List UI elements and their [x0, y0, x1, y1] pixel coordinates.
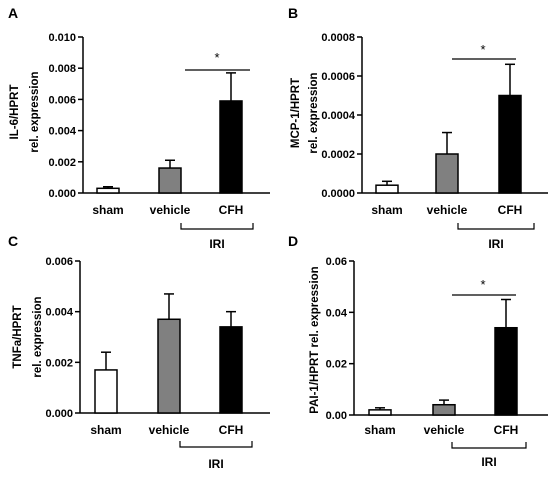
bar-sham [368, 409, 392, 416]
y-tick-label: 0.004 [48, 126, 76, 138]
category-label: sham [364, 423, 395, 437]
category-label: sham [371, 203, 402, 217]
y-tick-label: 0.010 [48, 32, 76, 44]
y-tick-label: 0.000 [45, 408, 73, 420]
category-label: CFH [219, 203, 244, 217]
y-tick-label: 0.0004 [321, 110, 356, 122]
group-label: IRI [481, 455, 496, 469]
group-label: IRI [488, 237, 503, 251]
y-tick-label: 0.0006 [321, 71, 355, 83]
category-label: sham [90, 423, 121, 437]
y-tick-label: 0.0008 [321, 32, 355, 44]
y-tick-label: 0.004 [45, 307, 73, 319]
panel-a: A 0.000 0.002 0.004 0.006 0.008 0.010 IL-6/HPRT… [8, 5, 270, 251]
panel-letter: C [8, 233, 18, 249]
y-axis-label: rel. expression [29, 71, 41, 152]
y-tick-label: 0.0000 [321, 188, 355, 200]
panel-c: C 0.000 0.002 0.004 0.006 TNFa/HPRT rel. expre… [8, 233, 270, 471]
category-label: vehicle [427, 203, 468, 217]
panel-b: B 0.0000 0.0002 0.0004 0.0006 0.0008 MCP-1/HPR… [288, 5, 548, 251]
y-tick-label: 0.002 [45, 357, 73, 369]
y-tick-label: 0.00 [326, 410, 347, 422]
group-bracket [179, 441, 253, 448]
category-label: CFH [498, 203, 523, 217]
y-axis-label: MCP-1/HPRT [290, 78, 302, 148]
category-label: vehicle [424, 423, 465, 437]
panel-letter: B [288, 5, 298, 21]
bar-vehicle [157, 318, 181, 414]
y-tick-label: 0.006 [45, 256, 73, 268]
y-axis-label: rel. expression [32, 296, 44, 377]
y-tick-label: 0.02 [326, 359, 347, 371]
significance-marker: * [214, 50, 219, 65]
y-axis-label: TNFa/HPRT [12, 305, 24, 368]
category-label: vehicle [150, 203, 191, 217]
category-label: CFH [219, 423, 244, 437]
bar-CFH [498, 94, 522, 194]
panel-letter: A [8, 5, 18, 21]
y-tick-label: 0.0002 [321, 149, 355, 161]
y-axis-label: IL-6/HPRT [9, 85, 21, 140]
group-label: IRI [208, 457, 223, 471]
bar-vehicle [158, 167, 182, 194]
bar-CFH [219, 326, 243, 414]
panel-letter: D [288, 233, 298, 249]
y-tick-label: 0.002 [48, 157, 76, 169]
category-label: sham [92, 203, 123, 217]
category-label: CFH [494, 423, 519, 437]
bar-vehicle [432, 403, 456, 416]
bar-vehicle [435, 153, 459, 194]
bar-sham [375, 184, 399, 194]
y-tick-label: 0.04 [326, 307, 348, 319]
y-axis-label: PAI-1/HPRT rel. expression [309, 266, 321, 413]
bar-CFH [494, 326, 518, 416]
bar-CFH [219, 100, 243, 194]
significance-marker: * [480, 277, 485, 292]
panel-d: D 0.00 0.02 0.04 0.06 PAI-1/HPRT rel. express… [288, 233, 548, 469]
y-tick-label: 0.006 [48, 94, 76, 106]
group-bracket [451, 442, 527, 449]
group-bracket [180, 223, 254, 230]
group-label: IRI [209, 237, 224, 251]
bar-sham [94, 369, 118, 414]
y-tick-label: 0.000 [48, 188, 76, 200]
y-axis-label: rel. expression [308, 72, 320, 153]
y-tick-label: 0.06 [326, 256, 347, 268]
bar-sham [96, 187, 120, 194]
significance-marker: * [480, 42, 485, 57]
y-tick-label: 0.008 [48, 63, 76, 75]
group-bracket [457, 223, 535, 230]
category-label: vehicle [149, 423, 190, 437]
